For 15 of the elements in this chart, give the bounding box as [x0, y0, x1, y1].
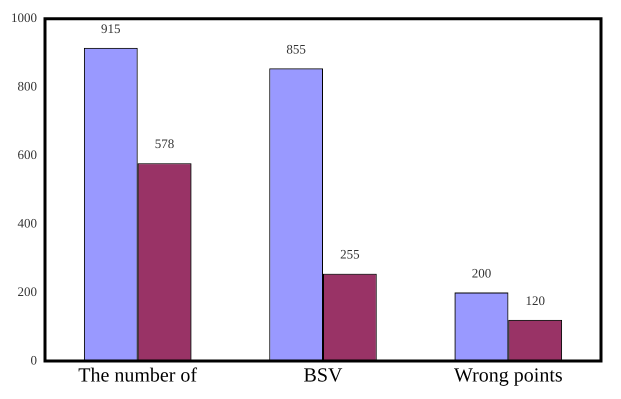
y-tick-label: 0: [30, 352, 37, 368]
data-label: 120: [525, 292, 545, 308]
data-label: 255: [340, 246, 360, 262]
x-tick-label: Wrong points: [454, 364, 563, 386]
data-label: 578: [154, 136, 174, 152]
data-label: 200: [472, 265, 492, 280]
y-tick-label: 1000: [11, 10, 37, 26]
data-label: 915: [101, 20, 121, 36]
x-tick-label: BSV: [304, 364, 344, 386]
data-label: 855: [286, 41, 306, 56]
y-tick-label: 400: [18, 216, 37, 231]
y-tick-label: 800: [18, 78, 37, 94]
y-tick-label: 200: [18, 284, 37, 299]
y-tick-label: 600: [18, 147, 37, 162]
x-tick-label: The number of: [78, 364, 198, 386]
